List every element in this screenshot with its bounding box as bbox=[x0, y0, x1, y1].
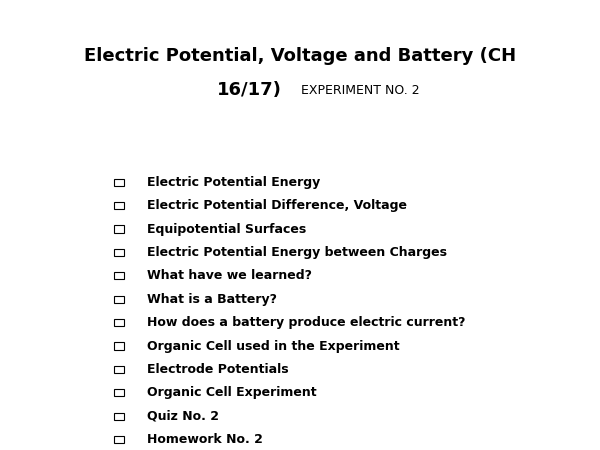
Text: Electric Potential Difference, Voltage: Electric Potential Difference, Voltage bbox=[147, 199, 407, 212]
Text: Organic Cell used in the Experiment: Organic Cell used in the Experiment bbox=[147, 340, 400, 352]
Text: Organic Cell Experiment: Organic Cell Experiment bbox=[147, 387, 317, 399]
Text: Electric Potential, Voltage and Battery (CH: Electric Potential, Voltage and Battery … bbox=[84, 47, 516, 65]
Text: What is a Battery?: What is a Battery? bbox=[147, 293, 277, 306]
Text: 16/17): 16/17) bbox=[217, 81, 281, 99]
Bar bbox=[114, 366, 124, 373]
Bar bbox=[114, 272, 124, 279]
Text: EXPERIMENT NO. 2: EXPERIMENT NO. 2 bbox=[301, 84, 419, 96]
Text: Electric Potential Energy between Charges: Electric Potential Energy between Charge… bbox=[147, 246, 447, 259]
Text: What have we learned?: What have we learned? bbox=[147, 270, 312, 282]
Bar bbox=[114, 296, 124, 303]
Bar bbox=[114, 249, 124, 256]
Bar bbox=[114, 225, 124, 233]
Bar bbox=[114, 413, 124, 420]
Text: Equipotential Surfaces: Equipotential Surfaces bbox=[147, 223, 306, 235]
Bar bbox=[114, 319, 124, 326]
Text: How does a battery produce electric current?: How does a battery produce electric curr… bbox=[147, 316, 466, 329]
Bar bbox=[114, 436, 124, 443]
Bar bbox=[114, 179, 124, 186]
Text: Electric Potential Energy: Electric Potential Energy bbox=[147, 176, 320, 189]
Text: Homework No. 2: Homework No. 2 bbox=[147, 433, 263, 446]
Text: Electrode Potentials: Electrode Potentials bbox=[147, 363, 289, 376]
Bar bbox=[114, 342, 124, 350]
Text: Quiz No. 2: Quiz No. 2 bbox=[147, 410, 219, 423]
Bar bbox=[114, 389, 124, 396]
Bar bbox=[114, 202, 124, 209]
